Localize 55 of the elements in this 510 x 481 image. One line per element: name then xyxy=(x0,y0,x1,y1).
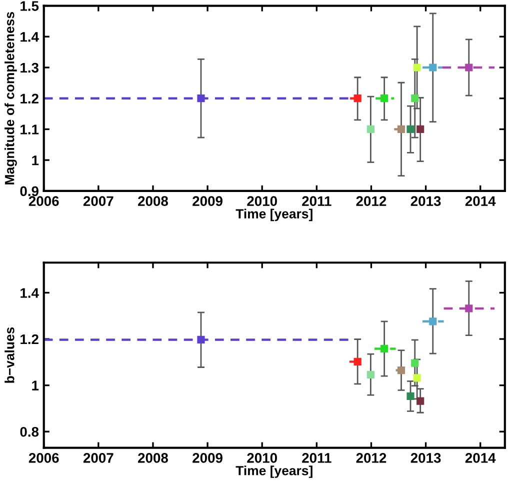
x-tick-label: 2010 xyxy=(247,453,277,463)
x-tick-label: 2012 xyxy=(356,453,386,463)
x-tick-label: 2007 xyxy=(83,453,114,463)
x-tick-label: 2013 xyxy=(410,196,441,206)
x-tick-label: 2012 xyxy=(356,196,386,206)
y-tick-label: 1.5 xyxy=(20,1,39,11)
y-tick-label: 0.8 xyxy=(20,426,39,437)
x-tick-label: 2014 xyxy=(465,196,496,206)
point xyxy=(366,370,374,378)
y-tick-label: 1 xyxy=(32,156,39,166)
x-tick-label: 2011 xyxy=(302,196,332,206)
y-tick-label: 1.2 xyxy=(20,94,38,104)
x-tick-label: 2013 xyxy=(410,453,441,463)
y-tick-label: 1 xyxy=(32,380,39,390)
point xyxy=(411,94,419,102)
point xyxy=(465,304,473,312)
point xyxy=(406,125,414,134)
y-tick-label: 1.4 xyxy=(20,32,39,42)
point xyxy=(197,336,205,344)
point xyxy=(465,64,473,72)
point xyxy=(416,125,424,134)
point xyxy=(380,344,388,353)
y-axis-title: Magnitude of completeness xyxy=(4,12,17,184)
point xyxy=(429,64,437,72)
point xyxy=(366,125,374,134)
point xyxy=(413,374,421,382)
x-tick-label: 2011 xyxy=(302,453,332,463)
point xyxy=(411,359,419,367)
x-tick-label: 2014 xyxy=(465,453,496,463)
x-tick-label: 2008 xyxy=(138,453,168,463)
x-tick-label: 2009 xyxy=(192,196,222,206)
point xyxy=(397,366,406,374)
x-tick-label: 2006 xyxy=(28,196,59,206)
y-tick-label: 1.3 xyxy=(20,62,38,73)
x-axis-title: Time [years] xyxy=(236,208,312,222)
point xyxy=(406,392,414,400)
point xyxy=(429,318,437,326)
point xyxy=(197,94,205,102)
x-tick-label: 2009 xyxy=(192,453,222,463)
point xyxy=(416,397,424,405)
x-tick-label: 2008 xyxy=(138,196,168,206)
y-tick-label: 1.1 xyxy=(20,124,39,134)
point xyxy=(354,94,362,102)
x-tick-label: 2010 xyxy=(247,196,277,206)
x-axis-title: Time [years] xyxy=(236,466,312,478)
x-tick-label: 2007 xyxy=(83,196,114,206)
x-tick-label: 2006 xyxy=(28,453,59,463)
y-axis-title: b−values xyxy=(4,327,14,383)
point xyxy=(380,94,388,102)
point xyxy=(397,125,406,134)
y-tick-label: 0.9 xyxy=(20,186,38,196)
y-tick-label: 1.4 xyxy=(20,288,39,298)
y-tick-label: 1.2 xyxy=(20,334,38,344)
point xyxy=(354,358,362,366)
point xyxy=(413,64,421,72)
